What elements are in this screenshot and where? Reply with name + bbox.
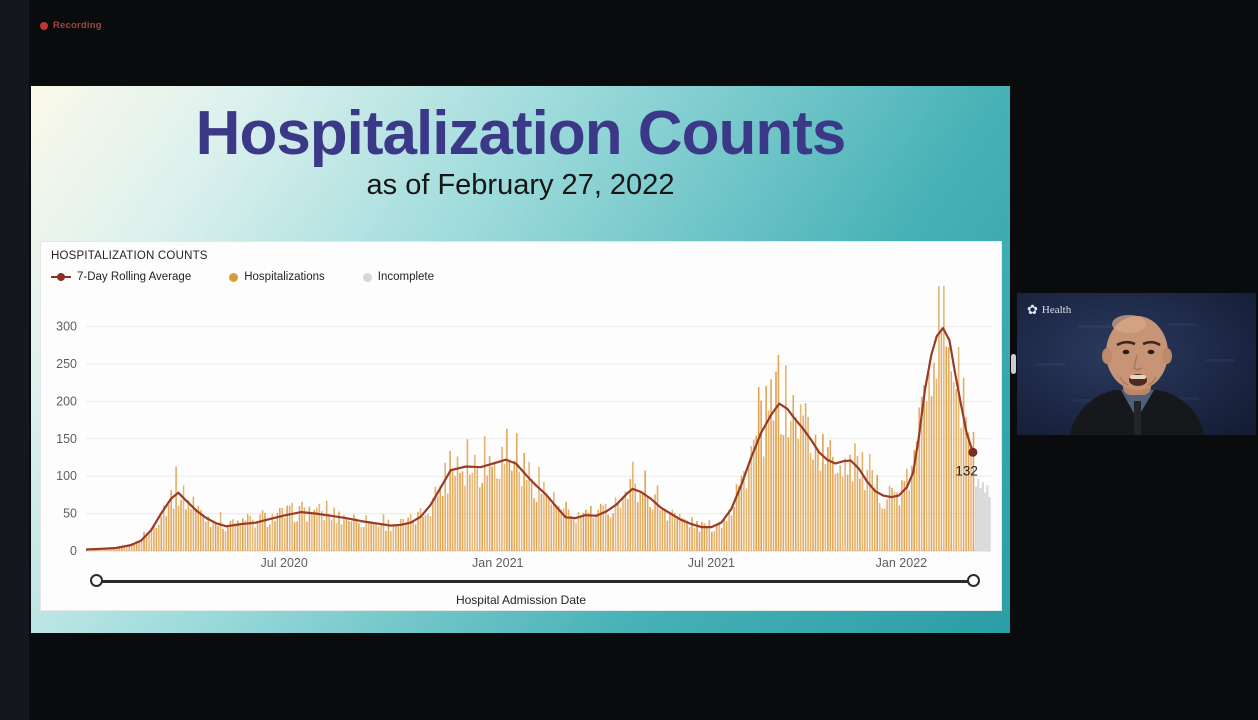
- legend-item-hospitalizations[interactable]: Hospitalizations: [229, 271, 325, 283]
- slider-handle-start[interactable]: [90, 574, 103, 587]
- svg-text:Jan 2022: Jan 2022: [876, 556, 927, 570]
- legend-label: 7-Day Rolling Average: [77, 271, 192, 283]
- latest-point-marker: [968, 447, 978, 457]
- dot-marker-icon: [362, 272, 372, 282]
- recording-indicator: Recording: [40, 20, 102, 31]
- presentation-slide: Hospitalization Counts as of February 27…: [31, 86, 1010, 633]
- line-dot-marker-icon: [51, 273, 71, 281]
- svg-text:50: 50: [63, 507, 77, 521]
- svg-text:150: 150: [56, 432, 77, 446]
- legend-item-rolling-average[interactable]: 7-Day Rolling Average: [51, 271, 191, 283]
- chart-plot: 0 50 100 150 200 250 300 Jul 2020 Jan 2021 Jul 20…: [41, 230, 991, 576]
- chart-legend: 7-Day Rolling Average Hospitalizations I…: [51, 271, 434, 283]
- chart-title: HOSPITALIZATION COUNTS: [51, 250, 208, 262]
- hospitalization-bars: [86, 230, 975, 551]
- svg-text:200: 200: [56, 394, 77, 408]
- legend-label: Incomplete: [377, 271, 435, 283]
- x-axis-title: Hospital Admission Date: [455, 593, 587, 607]
- slider-handle-end[interactable]: [967, 574, 980, 587]
- svg-text:0: 0: [70, 544, 77, 558]
- date-range-slider[interactable]: [90, 574, 980, 588]
- health-logo: ✿ Health: [1027, 303, 1071, 316]
- dot-marker-icon: [229, 272, 239, 282]
- hospitalizations-chart-svg: 0 50 100 150 200 250 300 Jul 2020 Jan 2021 Jul 20…: [56, 230, 991, 570]
- presenter-portrait: [1035, 315, 1235, 435]
- legend-label: Hospitalizations: [244, 271, 325, 283]
- chart-panel: HOSPITALIZATION COUNTS 7-Day Rolling Ave…: [40, 230, 1002, 611]
- left-edge-strip: [0, 0, 29, 720]
- legend-item-incomplete[interactable]: Incomplete: [362, 271, 435, 283]
- svg-text:100: 100: [56, 469, 77, 483]
- slider-track[interactable]: [97, 580, 973, 583]
- health-logo-text: Health: [1041, 303, 1072, 316]
- video-panel-resize-handle[interactable]: [1011, 354, 1016, 374]
- health-logo-icon: ✿: [1027, 302, 1038, 317]
- presenter-figure: [1069, 315, 1205, 435]
- slide-subtitle: as of February 27, 2022: [366, 169, 675, 201]
- rolling-average-line: [85, 327, 974, 551]
- slide-title: Hospitalization Counts: [195, 99, 847, 168]
- svg-text:Jul 2020: Jul 2020: [261, 556, 308, 570]
- recording-label: Recording: [53, 20, 102, 31]
- svg-text:300: 300: [56, 320, 77, 334]
- svg-text:Jul 2021: Jul 2021: [688, 556, 735, 570]
- incomplete-bars: [974, 479, 991, 551]
- recording-dot-icon: [40, 21, 48, 30]
- svg-text:Jan 2021: Jan 2021: [472, 556, 523, 570]
- presenter-video-tile[interactable]: ✿ Health: [1017, 293, 1256, 435]
- svg-text:250: 250: [56, 357, 77, 371]
- latest-value-label: 132: [955, 463, 978, 478]
